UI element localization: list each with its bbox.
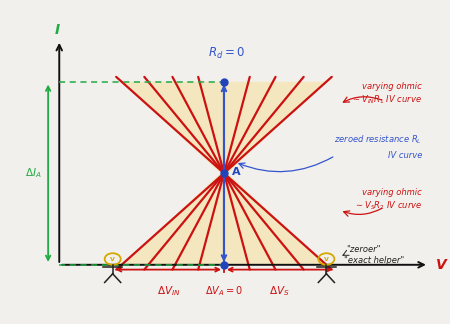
- Text: A: A: [232, 167, 241, 177]
- Text: $\Delta V_S$: $\Delta V_S$: [270, 284, 290, 298]
- Text: V: V: [436, 258, 446, 272]
- Text: $\Delta V_{IN}$: $\Delta V_{IN}$: [157, 284, 180, 298]
- Text: "zeroer": "zeroer": [346, 245, 381, 254]
- Text: $\Delta I_A$: $\Delta I_A$: [25, 166, 41, 180]
- Text: $R_d = 0$: $R_d = 0$: [208, 46, 245, 62]
- Text: $\Delta V_A{=}0$: $\Delta V_A{=}0$: [205, 284, 243, 298]
- Text: "exact helper": "exact helper": [344, 256, 405, 265]
- Text: zeroed resistance $R_L$: zeroed resistance $R_L$: [334, 133, 422, 146]
- Text: V: V: [110, 257, 115, 261]
- Text: varying ohmic: varying ohmic: [362, 188, 422, 197]
- Text: varying ohmic: varying ohmic: [362, 82, 422, 91]
- Polygon shape: [122, 82, 326, 265]
- Text: $\sim V_{IN}R_1$ IV curve: $\sim V_{IN}R_1$ IV curve: [351, 93, 422, 106]
- Text: I: I: [54, 23, 59, 37]
- Text: IV curve: IV curve: [388, 151, 422, 160]
- Text: V: V: [324, 257, 329, 261]
- Text: $\sim V_S R_2$ IV curve: $\sim V_S R_2$ IV curve: [354, 199, 422, 212]
